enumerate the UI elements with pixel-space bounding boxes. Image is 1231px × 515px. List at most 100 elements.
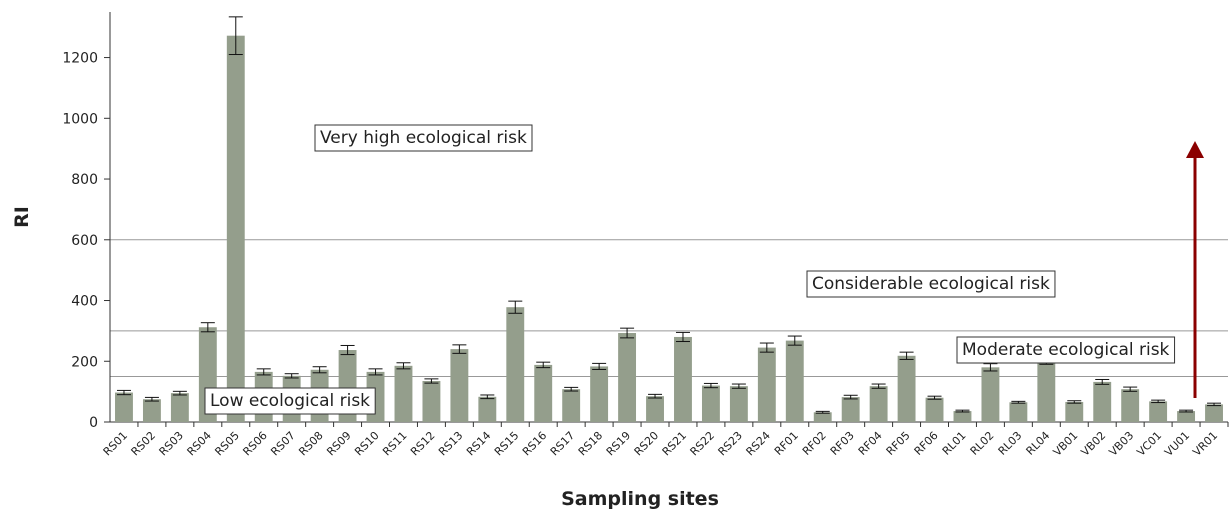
- error-bar: [648, 393, 663, 399]
- x-tick-label: RF02: [800, 429, 829, 458]
- x-tick-label: RS23: [716, 429, 745, 458]
- bar: [1177, 411, 1196, 422]
- x-tick-label: RS13: [436, 429, 465, 458]
- bar: [562, 389, 581, 422]
- error-bar: [815, 410, 830, 414]
- y-axis-label: RI: [11, 206, 33, 228]
- annotation-box: [204, 387, 376, 415]
- bar: [785, 340, 804, 422]
- error-bar: [899, 351, 914, 360]
- error-bar: [1151, 399, 1166, 404]
- annotation-box: [314, 124, 533, 152]
- x-tick-label: RS21: [660, 429, 689, 458]
- annotation: Moderate ecological risk: [962, 340, 1170, 360]
- bar: [757, 347, 776, 422]
- x-tick-label: VC01: [1134, 429, 1164, 459]
- bar: [618, 333, 637, 422]
- x-tick-label: RS06: [240, 429, 269, 458]
- x-tick-label: RS04: [185, 429, 214, 458]
- x-tick-label: RS07: [268, 429, 297, 458]
- bar: [394, 365, 413, 422]
- error-bar: [228, 16, 243, 56]
- x-tick-label: RS03: [157, 429, 186, 458]
- error-bar: [592, 362, 607, 370]
- x-tick-label: VU01: [1162, 429, 1192, 459]
- y-tick-label: 800: [71, 172, 98, 188]
- error-bar: [1207, 402, 1222, 407]
- y-tick-label: 200: [71, 354, 98, 370]
- bar: [1149, 401, 1168, 422]
- annotation: Very high ecological risk: [320, 128, 527, 148]
- error-bar: [1067, 400, 1082, 404]
- bar: [701, 385, 720, 422]
- error-bar: [284, 373, 299, 379]
- bar: [142, 399, 161, 422]
- bar: [897, 355, 916, 422]
- x-tick-label: RS05: [212, 429, 241, 458]
- error-bar: [1123, 386, 1138, 392]
- bar: [1093, 381, 1112, 422]
- x-tick-label: RS24: [744, 429, 773, 458]
- x-axis-label: Sampling sites: [561, 488, 719, 510]
- bar: [953, 411, 972, 422]
- error-bar: [731, 383, 746, 389]
- x-tick-label: RS11: [380, 429, 409, 458]
- x-tick-label: RS17: [548, 429, 577, 458]
- x-tick-label: RS14: [464, 429, 493, 458]
- x-tick-label: RS15: [492, 429, 521, 458]
- error-bar: [1011, 400, 1026, 404]
- x-tick-label: RS12: [408, 429, 437, 458]
- bar: [981, 367, 1000, 422]
- bar: [841, 397, 860, 422]
- error-bar: [312, 366, 327, 374]
- error-bar: [172, 390, 187, 396]
- error-bar: [508, 300, 523, 314]
- annotation: Low ecological risk: [210, 391, 370, 411]
- x-tick-label: RL01: [940, 429, 969, 458]
- y-tick-label: 1000: [62, 111, 98, 127]
- x-tick-label: RF01: [772, 429, 801, 458]
- bar: [478, 396, 497, 422]
- error-bar: [116, 389, 131, 396]
- error-bar: [480, 394, 495, 400]
- error-bar: [368, 368, 383, 376]
- y-tick-label: 1200: [62, 51, 98, 67]
- bar: [1009, 402, 1028, 422]
- annotation-box: [956, 336, 1176, 364]
- bar: [170, 393, 189, 422]
- x-tick-label: RS01: [101, 429, 130, 458]
- annotation-box: [806, 270, 1056, 298]
- error-bar: [843, 394, 858, 400]
- error-bar: [927, 395, 942, 400]
- error-bar: [983, 363, 998, 372]
- error-bar: [703, 382, 718, 389]
- error-bar: [787, 335, 802, 346]
- bar: [590, 366, 609, 422]
- error-bar: [759, 342, 774, 353]
- bar: [1065, 401, 1084, 422]
- error-bar: [256, 368, 271, 376]
- x-tick-label: RL02: [968, 429, 997, 458]
- annotation: Considerable ecological risk: [812, 274, 1050, 294]
- bar: [226, 35, 245, 422]
- error-bar: [564, 386, 579, 392]
- x-tick-label: VB03: [1107, 429, 1137, 459]
- error-bar: [396, 362, 411, 370]
- bar: [506, 307, 525, 422]
- error-bar: [340, 344, 355, 356]
- bar: [115, 392, 133, 422]
- bar: [925, 397, 944, 422]
- error-bar: [536, 361, 551, 369]
- bar: [450, 349, 469, 422]
- error-bar: [200, 322, 215, 333]
- error-bar: [675, 331, 690, 343]
- error-bar: [871, 383, 886, 389]
- y-tick-label: 600: [71, 233, 98, 249]
- x-tick-label: RS20: [632, 429, 661, 458]
- bar: [813, 412, 832, 422]
- bar: [1121, 389, 1140, 422]
- error-bar: [955, 409, 970, 413]
- x-tick-label: VB02: [1079, 429, 1109, 459]
- x-tick-label: RS18: [576, 429, 605, 458]
